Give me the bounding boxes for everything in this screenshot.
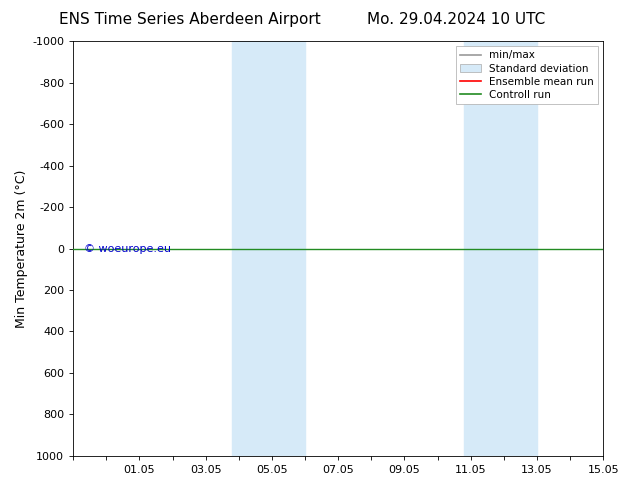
- Bar: [464, 41, 537, 456]
- Text: Mo. 29.04.2024 10 UTC: Mo. 29.04.2024 10 UTC: [367, 12, 546, 27]
- Text: ENS Time Series Aberdeen Airport: ENS Time Series Aberdeen Airport: [60, 12, 321, 27]
- Bar: [232, 41, 305, 456]
- Y-axis label: Min Temperature 2m (°C): Min Temperature 2m (°C): [15, 170, 28, 328]
- Text: © woeurope.eu: © woeurope.eu: [84, 244, 171, 253]
- Legend: min/max, Standard deviation, Ensemble mean run, Controll run: min/max, Standard deviation, Ensemble me…: [456, 46, 598, 104]
